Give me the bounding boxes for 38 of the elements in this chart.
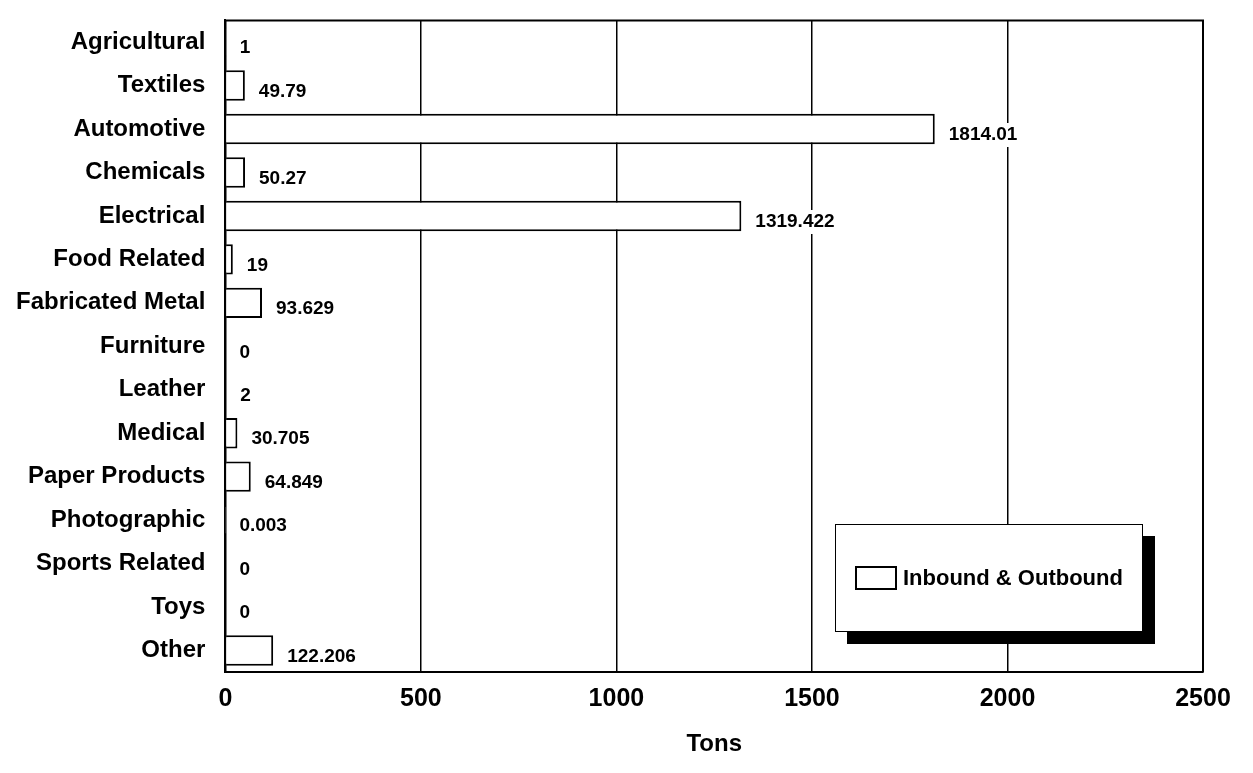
x-tick-label: 500 xyxy=(400,683,442,712)
y-tick-label: Medical xyxy=(117,417,206,445)
data-label: 93.629 xyxy=(276,297,335,319)
data-label: 1814.01 xyxy=(948,123,1018,145)
x-tick-label: 1000 xyxy=(588,683,645,712)
y-tick-label: Agricultural xyxy=(70,26,206,54)
y-tick-label: Sports Related xyxy=(36,548,206,576)
data-label: 30.705 xyxy=(251,427,310,449)
y-tick-label: Electrical xyxy=(98,200,206,228)
x-tick-label: 2500 xyxy=(1175,683,1231,712)
y-tick-label: Automotive xyxy=(73,113,206,141)
x-tick-label: 1500 xyxy=(784,683,840,712)
data-label: 0 xyxy=(239,601,250,623)
x-tick-label: 0 xyxy=(218,683,233,712)
y-tick-label: Fabricated Metal xyxy=(16,287,206,315)
data-label: 50.27 xyxy=(259,166,307,188)
data-label: 19 xyxy=(246,253,268,275)
x-tick-label: 2000 xyxy=(979,683,1036,712)
y-tick-label: Food Related xyxy=(53,244,206,272)
data-label: 49.79 xyxy=(258,79,307,101)
y-tick-label: Paper Products xyxy=(28,461,206,489)
data-label: 64.849 xyxy=(264,470,323,492)
data-label: 0 xyxy=(239,557,250,579)
y-tick-label: Toys xyxy=(151,591,206,619)
data-label: 2 xyxy=(240,383,251,405)
text: Inbound & Outbound xyxy=(903,565,1123,592)
data-label: 1319.422 xyxy=(755,210,835,232)
y-tick-label: Furniture xyxy=(100,330,206,358)
x-axis-title: Tons xyxy=(686,729,742,757)
y-tick-label: Photographic xyxy=(50,504,206,532)
y-tick-label: Other xyxy=(141,635,206,663)
data-label: 1 xyxy=(239,36,251,58)
y-tick-label: Textiles xyxy=(117,70,206,98)
data-label: 122.206 xyxy=(287,644,356,666)
data-label: 0 xyxy=(239,340,250,362)
data-label: 0.003 xyxy=(239,514,287,536)
y-tick-label: Chemicals xyxy=(85,157,206,185)
y-tick-label: Leather xyxy=(118,374,206,402)
